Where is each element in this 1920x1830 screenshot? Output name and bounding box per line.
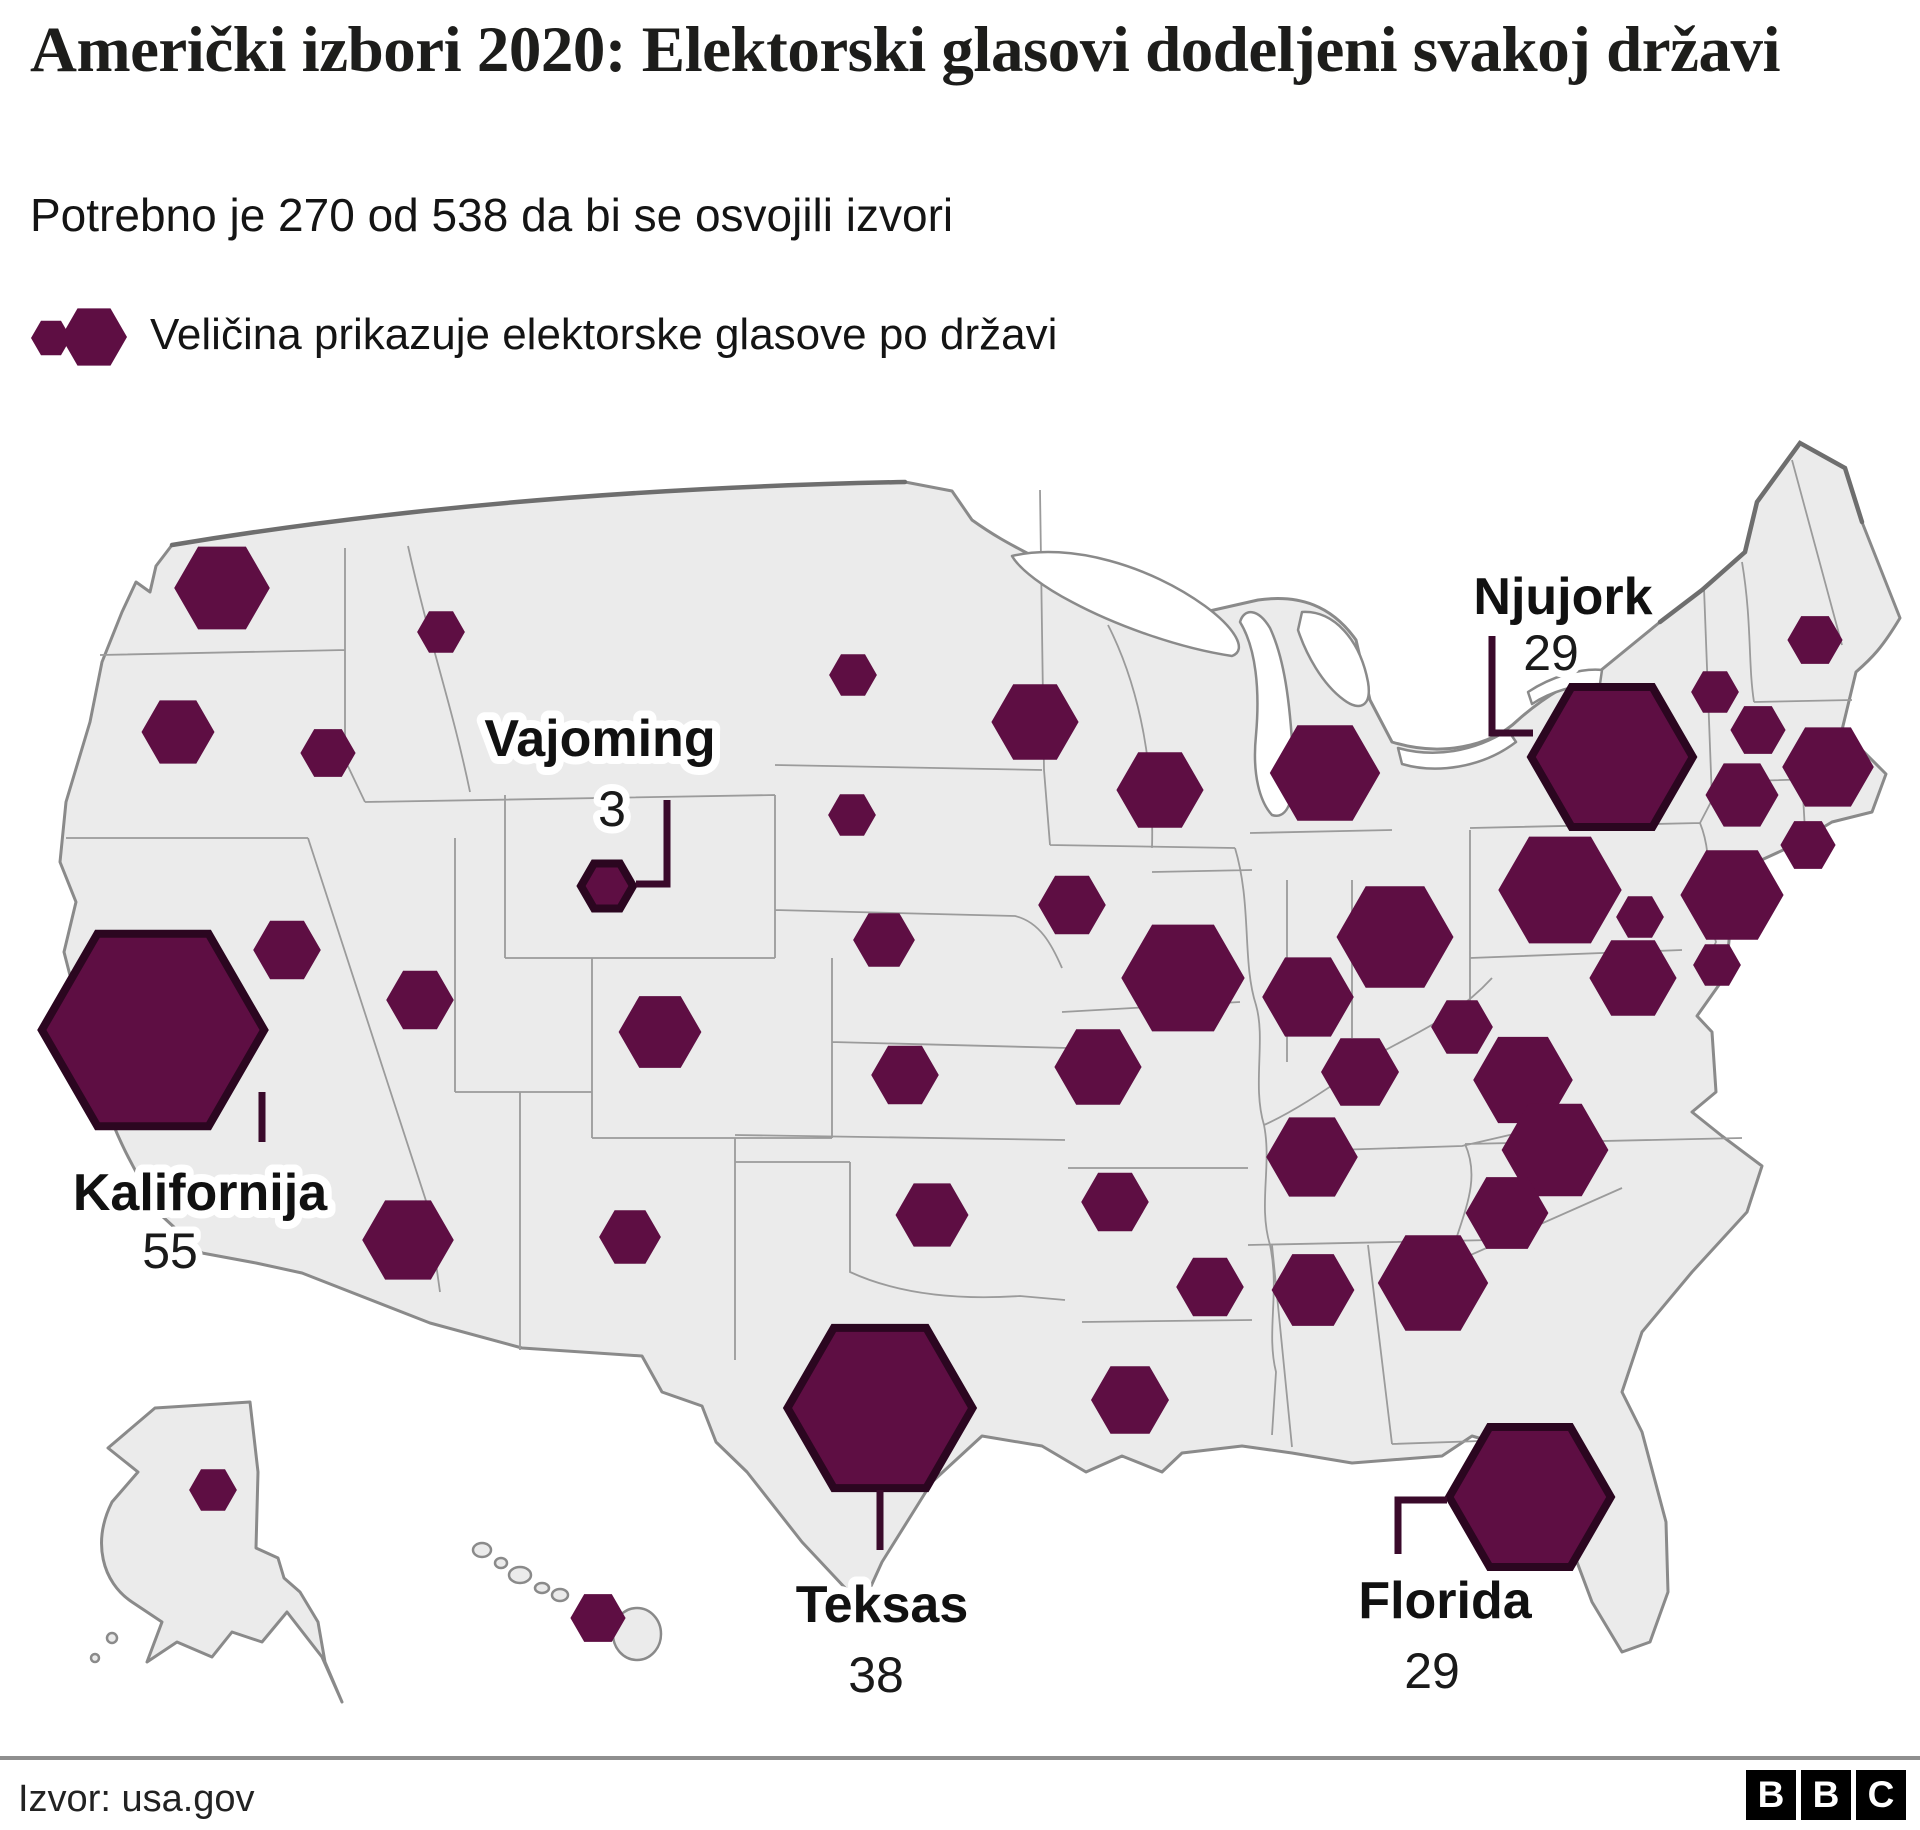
state-hex-MD <box>1589 940 1677 1016</box>
legend-label: Veličina prikazuje elektorske glasove po… <box>150 310 1058 359</box>
state-hex-CT <box>1705 763 1779 827</box>
legend-small-hexagon-icon <box>31 320 71 356</box>
state-hex-AR <box>1081 1172 1149 1232</box>
aleutian-island <box>89 1652 101 1664</box>
bbc-logo: B B C <box>1746 1770 1906 1820</box>
state-hex-MI <box>1269 725 1381 821</box>
page-subtitle: Potrebno je 270 od 538 da bi se osvojili… <box>30 189 954 241</box>
state-hex-OH <box>1336 886 1454 988</box>
state-hex-WY <box>576 859 638 913</box>
state-hexagons <box>37 546 1874 1642</box>
state-hex-KY <box>1321 1038 1399 1106</box>
state-hex-AL <box>1271 1254 1355 1326</box>
state-hex-IL <box>1121 924 1245 1032</box>
state-hex-WI <box>1116 752 1204 828</box>
state-hex-MA <box>1782 727 1874 807</box>
state-hex-HI <box>570 1594 626 1642</box>
legend-large-hexagon-icon <box>61 308 127 366</box>
state-hex-FL <box>1444 1423 1616 1571</box>
state-hex-DE <box>1616 896 1664 938</box>
state-hex-WA <box>174 546 270 630</box>
state-hex-MO <box>1054 1029 1142 1105</box>
state-hex-KS <box>871 1045 939 1105</box>
state-hex-ID <box>300 729 356 777</box>
state-hex-CA <box>37 929 269 1131</box>
canada-border <box>169 479 908 548</box>
hawaii-island <box>493 1556 509 1570</box>
state-hex-IN <box>1262 957 1354 1037</box>
state-hex-PA <box>1498 836 1622 944</box>
state-hex-IA <box>1038 875 1106 935</box>
state-hex-TX <box>782 1323 978 1493</box>
state-hex-MS <box>1176 1257 1244 1317</box>
state-value-WY: 3 <box>598 781 626 837</box>
bbc-logo-square: B <box>1801 1770 1851 1820</box>
state-hex-MN <box>991 684 1079 760</box>
us-electoral-hex-map: Njujork29Vajoming3Kalifornija55Teksas38F… <box>37 440 1902 1710</box>
state-hex-OK <box>895 1183 969 1247</box>
state-label-WY: Vajoming <box>484 710 715 768</box>
legend: Veličina prikazuje elektorske glasove po… <box>30 300 1057 370</box>
state-hex-NM <box>599 1210 661 1264</box>
state-label-NY: Njujork <box>1473 568 1652 626</box>
hawaii-island <box>471 1541 493 1559</box>
footer-divider <box>0 1756 1920 1760</box>
state-hex-ND <box>829 654 877 696</box>
hawaii-island <box>533 1581 551 1595</box>
state-hex-MT <box>417 611 465 653</box>
state-hex-AZ <box>362 1200 454 1280</box>
lake-erie <box>1396 728 1518 770</box>
state-label-CA: Kalifornija <box>73 1164 328 1222</box>
state-hex-NE <box>853 913 915 967</box>
state-hex-VT <box>1691 671 1739 713</box>
state-hex-OR <box>141 700 215 764</box>
callout-line-FL <box>1394 1496 1447 1554</box>
state-hex-AK <box>189 1469 237 1511</box>
state-label-TX: Teksas <box>796 1576 969 1634</box>
state-hex-GA <box>1377 1235 1489 1331</box>
bbc-logo-square: B <box>1746 1770 1796 1820</box>
legend-hexagon-icons <box>31 308 127 366</box>
bbc-logo-square: C <box>1856 1770 1906 1820</box>
state-hex-RI <box>1780 821 1836 869</box>
hawaii-island <box>550 1587 570 1603</box>
state-hex-UT <box>386 970 454 1030</box>
maine-border <box>1657 440 1865 625</box>
state-hex-NH <box>1730 706 1786 754</box>
aleutian-island <box>105 1631 119 1645</box>
state-hex-LA <box>1091 1366 1169 1434</box>
state-value-TX: 38 <box>848 1647 904 1703</box>
state-hex-WV <box>1431 1000 1493 1054</box>
alaska-outline <box>100 1400 344 1704</box>
lake-superior <box>1010 550 1241 658</box>
state-hex-VA <box>1473 1036 1573 1124</box>
state-hex-NY <box>1526 683 1698 831</box>
state-hex-NC <box>1501 1103 1609 1197</box>
state-hex-DC <box>1693 944 1741 986</box>
state-hex-NJ <box>1680 850 1784 940</box>
callout-line-NY <box>1488 636 1533 737</box>
state-label-FL: Florida <box>1358 1572 1532 1630</box>
state-hex-CO <box>618 996 702 1068</box>
lake-huron <box>1296 610 1371 708</box>
hawaii-island <box>507 1565 533 1585</box>
state-hex-NV <box>253 920 321 980</box>
state-hex-TN <box>1266 1117 1358 1197</box>
state-labels: Njujork29Vajoming3Kalifornija55Teksas38F… <box>65 560 1661 1710</box>
state-value-FL: 29 <box>1404 1643 1460 1699</box>
map-background <box>58 440 1902 1704</box>
state-value-CA: 55 <box>142 1223 198 1279</box>
callout-line-WY <box>636 800 671 888</box>
state-hex-SD <box>828 794 876 836</box>
state-hex-ME <box>1787 616 1843 664</box>
page-title: Američki izbori 2020: Elektorski glasovi… <box>30 14 1781 86</box>
state-callouts <box>258 636 1533 1554</box>
source-credit: Izvor: usa.gov <box>18 1778 255 1820</box>
state-hex-SC <box>1465 1177 1549 1249</box>
state-value-NY: 29 <box>1523 625 1579 681</box>
